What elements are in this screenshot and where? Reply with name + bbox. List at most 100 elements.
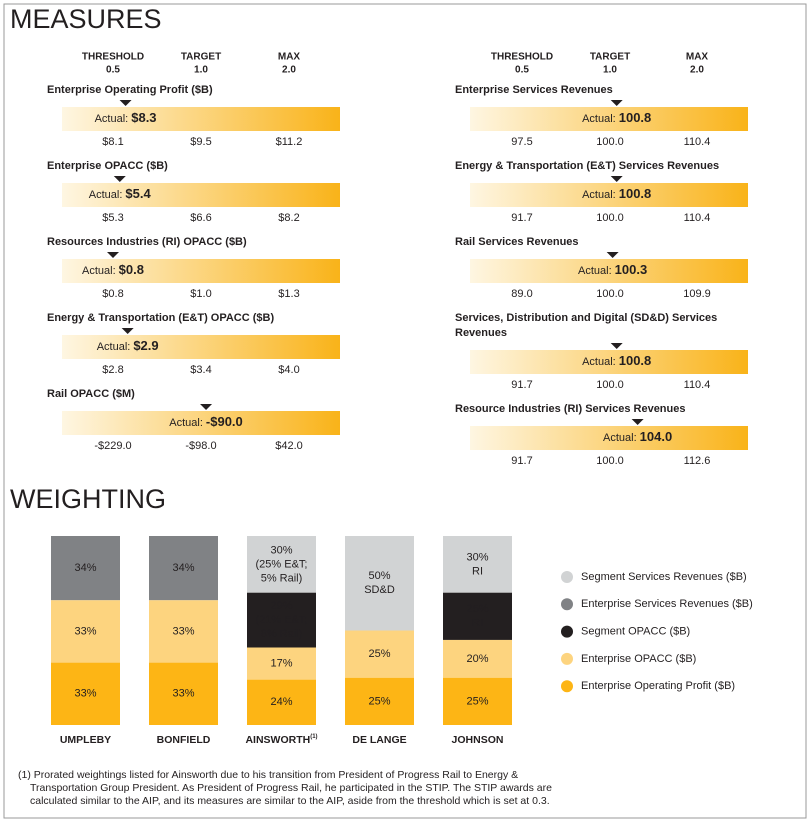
segment-label: 25% (466, 695, 488, 707)
segment-label: 33% (74, 625, 96, 637)
actual-marker (119, 100, 132, 106)
segment-label: 33% (172, 688, 194, 700)
measure-label: Revenues (455, 327, 507, 339)
weight-segment (443, 677, 512, 725)
measure-bar (62, 183, 340, 207)
segment-label: (21% E&T; (256, 614, 308, 626)
legend-label: Enterprise Services Revenues ($B) (581, 598, 753, 610)
actual-text: Actual: 100.3 (578, 262, 647, 277)
actual-label: Actual: (582, 189, 616, 201)
footnote: calculated similar to the AIP, and its m… (30, 795, 550, 807)
measure-bar (62, 335, 340, 359)
actual-marker (610, 100, 623, 106)
weight-segment (247, 647, 316, 680)
column-header-value: 0.5 (106, 65, 120, 76)
actual-text: Actual: 100.8 (582, 353, 651, 368)
weight-segment (149, 600, 218, 663)
footnote: (1) Prorated weightings listed for Ainsw… (18, 769, 518, 781)
measure-bar (470, 259, 748, 283)
measure-label: Rail OPACC ($M) (47, 388, 135, 400)
actual-label: Actual: (95, 113, 129, 125)
tick-value: 97.5 (511, 136, 532, 148)
frame (3, 3, 807, 819)
segment-label: 30% (466, 551, 488, 563)
weight-segment (443, 592, 512, 640)
legend-swatch (561, 680, 573, 693)
tick-value: $4.0 (278, 364, 299, 376)
measure-bar (62, 259, 340, 283)
actual-label: Actual: (97, 341, 131, 353)
actual-text: Actual: -$90.0 (169, 414, 243, 429)
measure-label: Resources Industries (RI) OPACC ($B) (47, 236, 247, 248)
actual-text: Actual: 100.8 (582, 186, 651, 201)
segment-label: 30% (270, 544, 292, 556)
actual-label: Actual: (89, 189, 123, 201)
footnote: Transportation Group President. As Presi… (30, 782, 552, 794)
column-header: TARGET (181, 52, 221, 63)
actual-label: Actual: (169, 417, 203, 429)
section-title: WEIGHTING (10, 484, 166, 514)
weight-segment (247, 536, 316, 593)
tick-value: 112.6 (684, 455, 711, 467)
tick-value: $2.8 (102, 364, 123, 376)
weight-segment (247, 592, 316, 648)
footnote-ref: (1) (310, 734, 317, 740)
column-header-value: 1.0 (603, 65, 617, 76)
measure-label: Services, Distribution and Digital (SD&D… (455, 312, 717, 324)
column-header: THRESHOLD (491, 52, 553, 63)
tick-value: $9.5 (190, 136, 211, 148)
weight-segment (51, 662, 120, 725)
weight-segment (51, 600, 120, 663)
weight-segment (345, 536, 414, 631)
person-name-text: AINSWORTH (245, 734, 310, 746)
actual-value: 100.3 (615, 262, 648, 277)
column-header: TARGET (590, 52, 630, 63)
actual-text: Actual: $2.9 (97, 338, 159, 353)
tick-value: 100.0 (596, 212, 624, 224)
person-name: BONFIELD (157, 734, 211, 746)
actual-text: Actual: $5.4 (89, 186, 152, 201)
weight-segment (247, 679, 316, 725)
person-name-text: UMPLEBY (60, 734, 111, 746)
tick-value: 109.9 (683, 288, 711, 300)
segment-label: 29% (270, 600, 292, 612)
measure-bar (470, 107, 748, 131)
weight-segment (149, 662, 218, 725)
column-header-value: 2.0 (282, 65, 296, 76)
measure-bar (470, 426, 748, 450)
tick-value: 110.4 (684, 379, 711, 391)
segment-label: 17% (270, 657, 292, 669)
segment-label: 33% (74, 688, 96, 700)
actual-text: Actual: 104.0 (603, 429, 672, 444)
measure-bar (470, 183, 748, 207)
measure-bar (62, 411, 340, 435)
segment-label: 34% (172, 562, 194, 574)
segment-label: 25% (368, 648, 390, 660)
tick-value: 91.7 (511, 455, 532, 467)
segment-label: 33% (172, 625, 194, 637)
legend-label: Segment OPACC ($B) (581, 626, 690, 638)
tick-value: 89.0 (511, 288, 532, 300)
tick-value: $1.0 (190, 288, 211, 300)
column-header-value: 2.0 (690, 65, 704, 76)
segment-label: 50% (368, 570, 390, 582)
actual-value: $5.4 (125, 186, 151, 201)
measure-bar (470, 350, 748, 374)
measure-label: Energy & Transportation (E&T) Services R… (455, 160, 719, 172)
column-header-value: 0.5 (515, 65, 529, 76)
measure-bar (62, 107, 340, 131)
legend-label: Segment Services Revenues ($B) (581, 571, 747, 583)
weight-segment (345, 630, 414, 678)
weight-segment (345, 677, 414, 725)
segment-label: 20% (466, 653, 488, 665)
tick-value: 100.0 (596, 288, 624, 300)
column-header: MAX (278, 52, 301, 63)
actual-value: 100.8 (619, 110, 652, 125)
tick-value: $0.8 (102, 288, 123, 300)
weight-segment (443, 536, 512, 593)
person-name-text: BONFIELD (157, 734, 211, 746)
tick-value: 91.7 (511, 212, 532, 224)
actual-value: $0.8 (119, 262, 144, 277)
legend-swatch (561, 598, 573, 611)
segment-label: 5% Rail) (261, 572, 303, 584)
